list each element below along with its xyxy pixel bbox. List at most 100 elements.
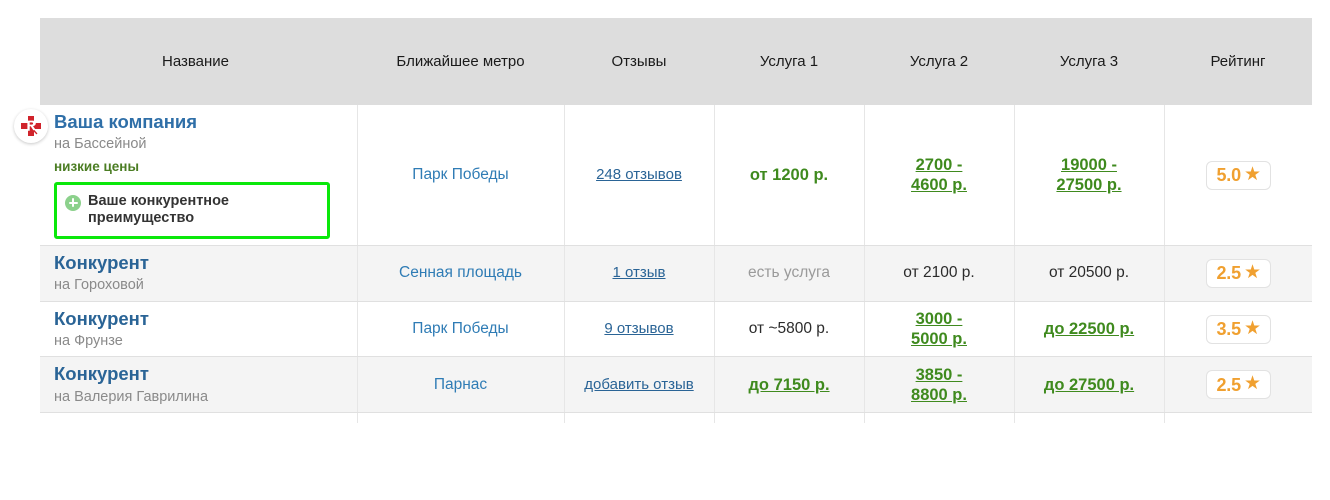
metro-link[interactable]: Парк Победы bbox=[412, 320, 509, 338]
service-1-value: от 1200 р. bbox=[749, 165, 829, 184]
company-name[interactable]: Конкурент bbox=[54, 307, 149, 329]
service-3-value: от 20500 р. bbox=[1048, 264, 1130, 282]
reviews-cell: 9 отзывов bbox=[564, 301, 715, 358]
reviews-link[interactable]: 9 отзывов bbox=[604, 320, 674, 338]
table-row: Конкурент на Валерия Гаврилина Парнас до… bbox=[40, 356, 1312, 414]
rating-cell: 5.0 ★ bbox=[1164, 105, 1312, 247]
column-header-reviews[interactable]: Отзывы bbox=[564, 18, 714, 105]
star-icon: ★ bbox=[1243, 373, 1261, 395]
service-1-cell: от ~5800 р. bbox=[714, 301, 865, 358]
reviews-link[interactable]: 1 отзыв bbox=[612, 264, 666, 282]
metro-cell: Парнас bbox=[357, 356, 565, 414]
company-address: на Фрунзе bbox=[54, 332, 123, 349]
partial-cell bbox=[864, 412, 1015, 424]
service-2-value-line-2[interactable]: 8800 р. bbox=[911, 385, 967, 404]
service-3-cell: 19000 - 27500 р. bbox=[1014, 105, 1165, 247]
company-cell: Конкурент на Фрунзе bbox=[40, 301, 358, 358]
service-3-cell: до 22500 р. bbox=[1014, 301, 1165, 358]
service-3-value-line-1[interactable]: 19000 - bbox=[1061, 155, 1117, 174]
star-icon: ★ bbox=[1243, 317, 1261, 339]
metro-link[interactable]: Парк Победы bbox=[412, 166, 509, 184]
service-2-value-line-1[interactable]: 2700 - bbox=[915, 155, 963, 174]
star-icon: ★ bbox=[1243, 261, 1261, 283]
reviews-link[interactable]: 248 отзывов bbox=[596, 166, 682, 184]
service-1-cell: до 7150 р. bbox=[714, 356, 865, 414]
service-2-value-line-2[interactable]: 4600 р. bbox=[911, 176, 967, 195]
column-header-service-2[interactable]: Услуга 2 bbox=[864, 18, 1014, 105]
partial-cell bbox=[564, 412, 715, 424]
reviews-cell: добавить отзыв bbox=[564, 356, 715, 414]
company-name[interactable]: Ваша компания bbox=[54, 111, 198, 132]
rating-value: 2.5 bbox=[1216, 374, 1242, 395]
partial-cell bbox=[40, 412, 358, 424]
service-2-cell: 3000 - 5000 р. bbox=[864, 301, 1015, 358]
partial-cell bbox=[357, 412, 565, 424]
table-header: Название Ближайшее метро Отзывы Услуга 1… bbox=[40, 18, 1312, 105]
plus-circle-icon bbox=[65, 194, 81, 211]
service-2-cell: 2700 - 4600 р. bbox=[864, 105, 1015, 247]
service-2-value: от 2100 р. bbox=[903, 264, 975, 282]
service-2-value-line-1[interactable]: 3000 - bbox=[915, 309, 963, 328]
rating-cell: 2.5 ★ bbox=[1164, 356, 1312, 414]
service-1-value: есть услуга bbox=[748, 264, 830, 282]
partial-cell bbox=[1014, 412, 1165, 424]
star-icon: ★ bbox=[1243, 163, 1261, 185]
service-3-cell: до 27500 р. bbox=[1014, 356, 1165, 414]
competitive-advantage-text: Ваше конкурентное преимущество bbox=[88, 192, 229, 226]
competitive-advantage-box[interactable]: Ваше конкурентное преимущество bbox=[54, 181, 330, 240]
reviews-cell: 1 отзыв bbox=[564, 245, 715, 302]
company-address: на Бассейной bbox=[54, 136, 147, 153]
table-row: Конкурент на Гороховой Сенная площадь 1 … bbox=[40, 245, 1312, 302]
table-row: Ваша компания на Бассейной низкие цены В… bbox=[14, 105, 1312, 247]
company-tag: низкие цены bbox=[54, 158, 139, 174]
rating-badge[interactable]: 2.5 ★ bbox=[1205, 370, 1271, 400]
company-cell: Конкурент на Валерия Гаврилина bbox=[40, 356, 358, 414]
rating-badge[interactable]: 3.5 ★ bbox=[1205, 314, 1271, 344]
column-header-name[interactable]: Название bbox=[40, 18, 357, 105]
metro-link[interactable]: Парнас bbox=[433, 375, 488, 393]
table-row: Конкурент на Фрунзе Парк Победы 9 отзыво… bbox=[40, 301, 1312, 358]
metro-cell: Парк Победы bbox=[357, 105, 565, 247]
service-3-cell: от 20500 р. bbox=[1014, 245, 1165, 302]
company-logo-icon bbox=[14, 109, 48, 143]
service-2-cell: 3850 - 8800 р. bbox=[864, 356, 1015, 414]
add-review-link[interactable]: добавить отзыв bbox=[584, 375, 694, 393]
column-header-service-3[interactable]: Услуга 3 bbox=[1014, 18, 1164, 105]
table-body: Ваша компания на Бассейной низкие цены В… bbox=[14, 105, 1312, 424]
column-header-service-1[interactable]: Услуга 1 bbox=[714, 18, 864, 105]
metro-cell: Парк Победы bbox=[357, 301, 565, 358]
company-name[interactable]: Конкурент bbox=[54, 363, 149, 385]
header-row: Название Ближайшее метро Отзывы Услуга 1… bbox=[40, 18, 1312, 105]
service-3-value[interactable]: до 27500 р. bbox=[1043, 375, 1135, 394]
rating-badge[interactable]: 5.0 ★ bbox=[1205, 160, 1271, 190]
metro-link[interactable]: Сенная площадь bbox=[399, 264, 522, 282]
partial-cell bbox=[714, 412, 865, 424]
partial-cell bbox=[1164, 412, 1312, 424]
rating-value: 5.0 bbox=[1216, 165, 1242, 186]
column-header-metro[interactable]: Ближайшее метро bbox=[357, 18, 564, 105]
column-header-rating[interactable]: Рейтинг bbox=[1164, 18, 1312, 105]
company-cell: Конкурент на Гороховой bbox=[40, 245, 358, 302]
service-2-cell: от 2100 р. bbox=[864, 245, 1015, 302]
service-3-value-line-2[interactable]: 27500 р. bbox=[1056, 176, 1122, 195]
company-address: на Гороховой bbox=[54, 277, 144, 294]
rating-badge[interactable]: 2.5 ★ bbox=[1205, 258, 1271, 288]
rating-cell: 3.5 ★ bbox=[1164, 301, 1312, 358]
service-2-value-line-2[interactable]: 5000 р. bbox=[911, 330, 967, 349]
rating-value: 3.5 bbox=[1216, 319, 1242, 340]
service-1-value: от ~5800 р. bbox=[748, 320, 830, 338]
comparison-table: Название Ближайшее метро Отзывы Услуга 1… bbox=[14, 18, 1312, 424]
company-address: на Валерия Гаврилина bbox=[54, 388, 209, 405]
service-3-value[interactable]: до 22500 р. bbox=[1043, 319, 1135, 338]
company-name[interactable]: Конкурент bbox=[54, 252, 149, 274]
rating-cell: 2.5 ★ bbox=[1164, 245, 1312, 302]
service-1-cell: от 1200 р. bbox=[714, 105, 865, 247]
service-1-cell: есть услуга bbox=[714, 245, 865, 302]
company-cell-own: Ваша компания на Бассейной низкие цены В… bbox=[14, 105, 358, 247]
service-2-value-line-1[interactable]: 3850 - bbox=[915, 365, 963, 384]
metro-cell: Сенная площадь bbox=[357, 245, 565, 302]
rating-value: 2.5 bbox=[1216, 263, 1242, 284]
service-1-value[interactable]: до 7150 р. bbox=[748, 375, 830, 394]
table-row-partial bbox=[40, 412, 1312, 424]
